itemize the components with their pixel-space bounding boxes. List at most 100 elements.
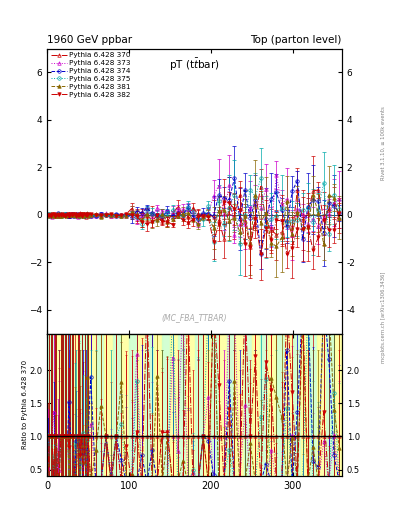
Pythia 6.428 381 (94, 211, 98, 218)
Pythia 6.428 370 (72, 213, 77, 219)
Bar (293, 334, 301, 476)
Bar (47, 334, 55, 476)
Pythia 6.428 382 (75, 212, 80, 218)
Pythia 6.428 381 (46, 213, 50, 219)
Bar (227, 334, 235, 476)
Pythia 6.428 374 (72, 211, 77, 218)
Pythia 6.428 373 (290, 232, 294, 238)
Pythia 6.428 375 (75, 212, 80, 218)
Bar (318, 334, 325, 476)
Pythia 6.428 370 (75, 212, 80, 218)
Bar (260, 334, 268, 476)
Bar (203, 334, 211, 476)
Pythia 6.428 381 (227, 218, 231, 224)
Line: Pythia 6.428 382: Pythia 6.428 382 (46, 200, 341, 256)
Bar (252, 334, 260, 476)
Pythia 6.428 373 (94, 212, 98, 219)
Pythia 6.428 374 (258, 251, 263, 258)
Bar (276, 334, 285, 476)
Pythia 6.428 382 (46, 211, 50, 218)
Bar (186, 334, 195, 476)
Pythia 6.428 374 (337, 209, 342, 216)
Bar (80, 334, 88, 476)
Pythia 6.428 374 (165, 208, 170, 214)
Pythia 6.428 381 (99, 214, 103, 220)
Line: Pythia 6.428 375: Pythia 6.428 375 (46, 177, 341, 246)
Bar (211, 334, 219, 476)
Bar (268, 334, 276, 476)
Line: Pythia 6.428 373: Pythia 6.428 373 (46, 174, 341, 237)
Pythia 6.428 374 (94, 212, 98, 219)
Pythia 6.428 381 (337, 215, 342, 221)
Pythia 6.428 381 (165, 219, 170, 225)
Pythia 6.428 373 (274, 172, 279, 178)
Pythia 6.428 374 (232, 175, 237, 181)
Bar (145, 334, 154, 476)
Pythia 6.428 373 (337, 196, 342, 202)
Pythia 6.428 381 (311, 191, 316, 198)
Pythia 6.428 381 (274, 243, 279, 249)
Bar (162, 334, 170, 476)
Pythia 6.428 375 (258, 175, 263, 181)
Pythia 6.428 370 (227, 203, 231, 209)
Pythia 6.428 382 (337, 210, 342, 217)
Bar (219, 334, 227, 476)
Text: pT (t$\bar{t}$bar): pT (t$\bar{t}$bar) (169, 57, 220, 73)
Bar (88, 334, 96, 476)
Pythia 6.428 382 (222, 199, 226, 205)
Bar (301, 334, 309, 476)
Bar (195, 334, 203, 476)
Pythia 6.428 374 (99, 210, 103, 217)
Text: Top (parton level): Top (parton level) (250, 35, 342, 45)
Text: 1960 GeV ppbar: 1960 GeV ppbar (47, 35, 132, 45)
Pythia 6.428 375 (237, 241, 242, 247)
Y-axis label: Ratio to Pythia 6.428 370: Ratio to Pythia 6.428 370 (22, 360, 28, 450)
Bar (105, 334, 113, 476)
Pythia 6.428 382 (72, 211, 77, 217)
Bar (137, 334, 145, 476)
Pythia 6.428 370 (248, 244, 253, 250)
Line: Pythia 6.428 381: Pythia 6.428 381 (46, 193, 341, 248)
Pythia 6.428 370 (94, 211, 98, 217)
Bar (64, 334, 72, 476)
Text: (MC_FBA_TTBAR): (MC_FBA_TTBAR) (162, 313, 227, 322)
Pythia 6.428 375 (94, 212, 98, 218)
Pythia 6.428 374 (227, 197, 231, 203)
Bar (55, 334, 64, 476)
Pythia 6.428 375 (46, 211, 50, 218)
Bar (72, 334, 80, 476)
Pythia 6.428 375 (165, 209, 170, 216)
Bar (285, 334, 293, 476)
Bar (309, 334, 318, 476)
Bar (334, 334, 342, 476)
Pythia 6.428 374 (46, 212, 50, 218)
Bar (325, 334, 334, 476)
Pythia 6.428 370 (337, 215, 342, 221)
Pythia 6.428 373 (46, 211, 50, 217)
Pythia 6.428 382 (94, 211, 98, 218)
Bar (244, 334, 252, 476)
Pythia 6.428 382 (165, 219, 170, 225)
Bar (129, 334, 137, 476)
Pythia 6.428 382 (258, 251, 263, 258)
Bar (96, 334, 105, 476)
Pythia 6.428 374 (75, 211, 80, 218)
Pythia 6.428 373 (227, 182, 231, 188)
Pythia 6.428 373 (72, 211, 77, 218)
Bar (178, 334, 186, 476)
Pythia 6.428 375 (99, 212, 103, 218)
Pythia 6.428 370 (258, 184, 263, 190)
Bar (121, 334, 129, 476)
Pythia 6.428 375 (72, 213, 77, 219)
Pythia 6.428 381 (75, 211, 80, 217)
Pythia 6.428 382 (232, 206, 237, 212)
Pythia 6.428 370 (46, 210, 50, 217)
Line: Pythia 6.428 370: Pythia 6.428 370 (46, 185, 341, 248)
Text: mcplots.cern.ch [arXiv:1306.3436]: mcplots.cern.ch [arXiv:1306.3436] (381, 272, 386, 363)
Pythia 6.428 373 (75, 214, 80, 220)
Bar (113, 334, 121, 476)
Pythia 6.428 375 (227, 205, 231, 211)
Pythia 6.428 373 (99, 211, 103, 217)
Text: Rivet 3.1.10, ≥ 100k events: Rivet 3.1.10, ≥ 100k events (381, 106, 386, 180)
Bar (170, 334, 178, 476)
